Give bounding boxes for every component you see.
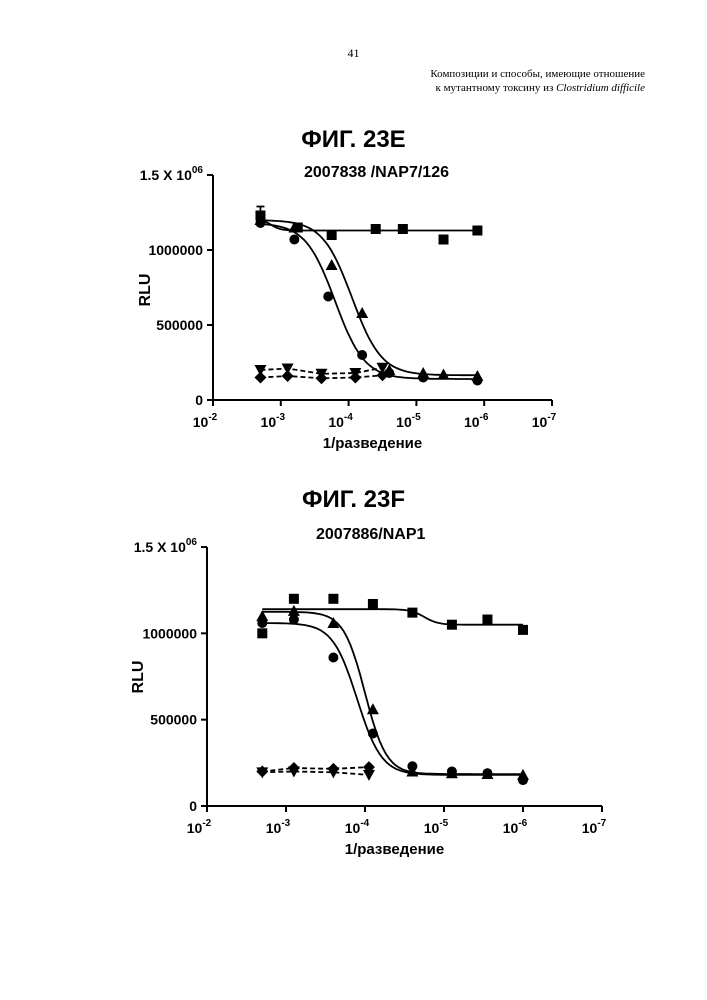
data-point-circle — [328, 653, 338, 663]
y-top-tick-base: 1.5 X 10 — [134, 539, 186, 555]
x-tick-base: 10 — [582, 820, 598, 836]
dashed-line-diamond — [262, 767, 369, 771]
fit-curve-circle — [262, 623, 523, 775]
y-top-tick-label: 1.5 X 1006 — [134, 537, 198, 555]
x-tick-label: 10-4 — [345, 818, 370, 836]
dashed-line-triangle-down — [262, 772, 369, 775]
x-axis-title: 1/разведение — [345, 841, 445, 858]
x-tick-exponent: -5 — [439, 818, 448, 829]
data-point-square — [518, 625, 528, 635]
x-tick-label: 10-7 — [582, 818, 607, 836]
data-point-square — [447, 620, 457, 630]
data-point-square — [407, 608, 417, 618]
x-tick-exponent: -6 — [518, 818, 527, 829]
x-tick-base: 10 — [424, 820, 440, 836]
chart-23f: 050000010000001.5 X 100610-210-310-410-5… — [0, 0, 707, 900]
data-point-square — [289, 594, 299, 604]
data-point-circle — [289, 615, 299, 625]
y-tick-label: 0 — [189, 798, 197, 814]
x-tick-base: 10 — [266, 820, 282, 836]
data-point-triangle-up — [288, 605, 300, 616]
y-top-tick-exponent: 06 — [186, 537, 198, 548]
data-point-square — [257, 628, 267, 638]
x-tick-base: 10 — [345, 820, 361, 836]
y-axis-title: RLU — [130, 661, 147, 694]
x-tick-label: 10-2 — [187, 818, 212, 836]
data-point-square — [368, 599, 378, 609]
x-tick-label: 10-6 — [503, 818, 528, 836]
data-point-diamond — [256, 765, 268, 777]
data-point-square — [482, 615, 492, 625]
x-tick-exponent: -4 — [360, 818, 369, 829]
y-tick-label: 1000000 — [142, 625, 197, 641]
x-tick-label: 10-5 — [424, 818, 449, 836]
x-tick-base: 10 — [187, 820, 203, 836]
x-tick-exponent: -3 — [281, 818, 290, 829]
x-tick-exponent: -7 — [597, 818, 606, 829]
x-tick-label: 10-3 — [266, 818, 291, 836]
y-tick-label: 500000 — [150, 712, 197, 728]
x-tick-exponent: -2 — [202, 818, 211, 829]
data-point-square — [328, 594, 338, 604]
x-tick-base: 10 — [503, 820, 519, 836]
fit-curve-triangle-up — [262, 612, 523, 774]
